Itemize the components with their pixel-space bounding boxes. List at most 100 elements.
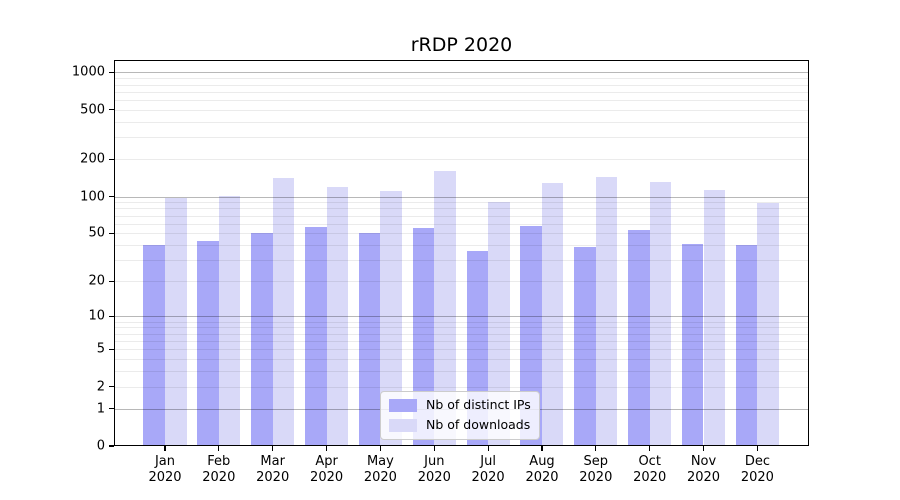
bar-downloads-nov [703, 189, 726, 446]
gridline-minor [114, 233, 809, 235]
x-axis-tick-label: Nov 2020 [687, 454, 720, 487]
x-axis-tick-label: Jul 2020 [472, 454, 505, 487]
y-axis-tick-mark [108, 71, 114, 74]
y-axis-tick-label: 200 [80, 151, 105, 167]
gridline-minor [114, 327, 809, 329]
x-axis-tick-mark [379, 446, 382, 451]
plot-area: Nb of distinct IPs Nb of downloads [114, 60, 809, 446]
bar-distinct-ips-nov [681, 243, 704, 446]
bar-downloads-sep [595, 176, 618, 446]
x-tick-year: 2020 [417, 470, 451, 486]
gridline-minor [114, 121, 809, 123]
x-tick-year: 2020 [686, 470, 721, 486]
y-axis-tick-label: 500 [80, 102, 105, 118]
y-axis-tick-label: 10 [88, 308, 105, 324]
bar-distinct-ips-dec [735, 245, 758, 446]
gridline-minor [114, 349, 809, 351]
y-axis-tick-mark [108, 195, 114, 198]
x-axis-tick-mark [325, 446, 328, 451]
x-axis-tick-mark [541, 446, 543, 451]
x-tick-month: Mar [260, 454, 285, 469]
y-axis-tick-mark [108, 232, 114, 235]
y-axis-tick-label: 100 [80, 189, 105, 204]
gridline-major [114, 316, 809, 318]
legend-entry-downloads: Nb of downloads [389, 417, 531, 433]
x-tick-year: 2020 [579, 470, 613, 486]
chart-title: rRDP 2020 [410, 34, 513, 56]
x-axis-tick-label: Apr 2020 [310, 454, 343, 487]
x-axis-tick-label: Sep 2020 [579, 454, 612, 487]
x-tick-month: Oct [638, 454, 661, 469]
bar-distinct-ips-oct [628, 230, 650, 446]
x-axis-tick-label: Jan 2020 [148, 454, 181, 487]
legend-label-downloads: Nb of downloads [426, 417, 531, 433]
x-axis-tick-mark [702, 446, 705, 451]
gridline-minor [114, 386, 809, 388]
x-tick-year: 2020 [471, 470, 505, 486]
y-axis-tick-mark [108, 280, 114, 282]
x-tick-month: Feb [207, 454, 231, 469]
x-tick-year: 2020 [525, 470, 559, 486]
x-tick-month: Jul [480, 454, 496, 469]
legend-swatch-distinct-ips [389, 398, 417, 412]
x-axis-tick-mark [595, 446, 597, 451]
y-axis-tick-label: 0 [96, 438, 105, 454]
gridline-major [114, 72, 809, 74]
x-axis-tick-label: Dec 2020 [741, 454, 774, 487]
gridline-minor [114, 245, 809, 247]
x-axis-tick-label: Feb 2020 [202, 454, 235, 487]
bar-downloads-jun [434, 170, 456, 446]
x-tick-year: 2020 [633, 470, 667, 486]
x-axis-tick-mark [272, 446, 274, 451]
x-tick-month: May [366, 454, 394, 469]
legend-swatch-downloads [389, 418, 417, 432]
x-tick-month: Aug [529, 454, 555, 469]
bar-downloads-jul [488, 202, 510, 446]
y-axis-tick-label: 50 [88, 225, 105, 241]
y-axis-tick-label: 5 [96, 341, 105, 357]
gridline-minor [114, 208, 809, 210]
x-tick-year: 2020 [740, 470, 774, 486]
bar-downloads-apr [326, 186, 349, 446]
gridline-minor [114, 100, 809, 101]
x-axis-tick-label: May 2020 [364, 454, 397, 487]
legend: Nb of distinct IPs Nb of downloads [380, 391, 540, 440]
bar-distinct-ips-jan [143, 245, 165, 446]
x-tick-month: Apr [315, 454, 338, 469]
x-axis-tick-mark [164, 446, 166, 451]
y-axis-tick-label: 20 [88, 273, 105, 289]
x-tick-month: Jan [154, 454, 176, 469]
gridline-minor [114, 202, 809, 204]
x-tick-year: 2020 [148, 470, 182, 486]
x-axis-tick-mark [649, 446, 651, 451]
legend-label-distinct-ips: Nb of distinct IPs [426, 397, 531, 412]
y-axis-tick-mark [108, 315, 114, 317]
bar-distinct-ips-aug [520, 225, 542, 446]
x-axis-tick-label: Aug 2020 [525, 454, 558, 487]
y-axis-tick-mark [108, 348, 114, 350]
bar-distinct-ips-feb [197, 241, 219, 446]
x-axis-tick-mark [756, 446, 758, 451]
gridline-major [114, 196, 809, 198]
x-axis-tick-label: Jun 2020 [418, 454, 451, 487]
legend-entry-distinct-ips: Nb of distinct IPs [389, 397, 531, 413]
y-axis-tick-mark [108, 407, 114, 410]
gridline-minor [114, 159, 809, 161]
gridline-minor [114, 84, 809, 86]
gridline-minor [114, 359, 809, 360]
bar-downloads-mar [272, 178, 295, 446]
x-axis-tick-label: Mar 2020 [256, 454, 289, 487]
x-axis-tick-mark [487, 446, 489, 451]
gridline-minor [114, 109, 809, 111]
y-axis-tick-mark [108, 385, 114, 388]
x-tick-year: 2020 [363, 470, 397, 486]
gridline-minor [114, 78, 809, 80]
x-tick-month: Nov [690, 454, 717, 469]
bar-distinct-ips-may [358, 233, 381, 446]
y-axis-tick-mark [108, 109, 114, 111]
y-axis-tick-label: 2 [96, 379, 105, 395]
bar-distinct-ips-sep [574, 246, 596, 446]
x-axis-tick-mark [218, 446, 220, 451]
y-axis-tick-label: 1000 [71, 64, 105, 80]
